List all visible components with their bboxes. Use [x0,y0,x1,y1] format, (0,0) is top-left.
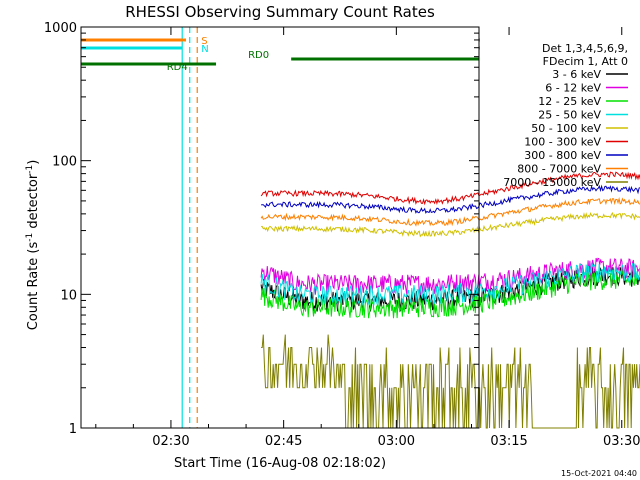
legend-label-0: 3 - 6 keV [552,68,601,81]
flag-label-rd4: RD4 [167,62,188,73]
legend: Det 1,3,4,5,6,9,FDecim 1, Att 03 - 6 keV… [503,42,628,189]
y-axis-label: Count Rate (s-1 detector-1) [25,160,41,331]
series-layer [260,171,640,429]
legend-label-5: 100 - 300 keV [524,136,601,149]
x-tick-label-3: 03:15 [490,434,527,449]
legend-label-6: 300 - 800 keV [524,149,601,162]
y-tick-label-1: 10 [60,288,77,303]
flag-n-bar-0 [81,46,183,50]
series-line-3 [260,262,640,306]
flag-label-rd0: RD0 [248,50,269,61]
y-tick-label-2: 100 [52,155,77,170]
x-axis-label: Start Time (16-Aug-08 02:18:02) [174,456,386,471]
flag-label-n: N [201,44,208,55]
series-line-0 [260,266,640,312]
legend-header-0: Det 1,3,4,5,6,9, [542,42,628,55]
series-line-4 [261,211,640,238]
legend-label-1: 6 - 12 keV [545,82,601,95]
series-line-8 [261,334,640,429]
y-tick-label-3: 1000 [44,21,77,36]
y-tick-label-0: 1 [69,422,77,437]
plot-timestamp: 15-Oct-2021 04:40 [561,469,637,478]
series-line-5 [260,171,640,206]
vertical-markers [181,27,198,428]
legend-label-8: 7000 - 15000 keV [503,176,601,189]
legend-label-4: 50 - 100 keV [531,122,601,135]
x-tick-label-0: 02:30 [152,434,189,449]
x-tick-label-4: 03:30 [603,434,640,449]
series-line-7 [260,196,640,227]
flag-label-s: S [201,36,207,47]
flag-rd4-bar-0 [81,62,217,66]
series-line-6 [261,184,640,214]
x-tick-label-1: 02:45 [265,434,302,449]
flag-s-bar-0 [81,38,186,42]
plot-frame [80,26,480,429]
flag-bars: SN RD0 RD4 [81,36,480,73]
flag-rd0-bar-0 [291,57,479,61]
legend-label-3: 25 - 50 keV [538,109,601,122]
legend-label-7: 800 - 7000 keV [517,163,601,176]
x-tick-label-2: 03:00 [378,434,415,449]
series-line-1 [260,257,640,296]
legend-header-1: FDecim 1, Att 0 [543,55,628,68]
legend-label-2: 12 - 25 keV [538,95,601,108]
chart-title: RHESSI Observing Summary Count Rates [125,3,435,21]
